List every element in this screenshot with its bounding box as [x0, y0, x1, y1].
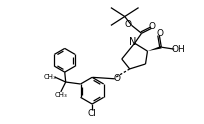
Text: O: O	[156, 29, 164, 38]
Text: O: O	[114, 74, 121, 83]
Text: CH₃: CH₃	[54, 92, 67, 98]
Text: O: O	[149, 22, 156, 31]
Text: CH₃: CH₃	[44, 74, 57, 80]
Text: N: N	[129, 37, 136, 47]
Polygon shape	[147, 46, 162, 51]
Text: Cl: Cl	[88, 109, 96, 118]
Text: OH: OH	[172, 45, 185, 54]
Text: O: O	[125, 20, 132, 29]
